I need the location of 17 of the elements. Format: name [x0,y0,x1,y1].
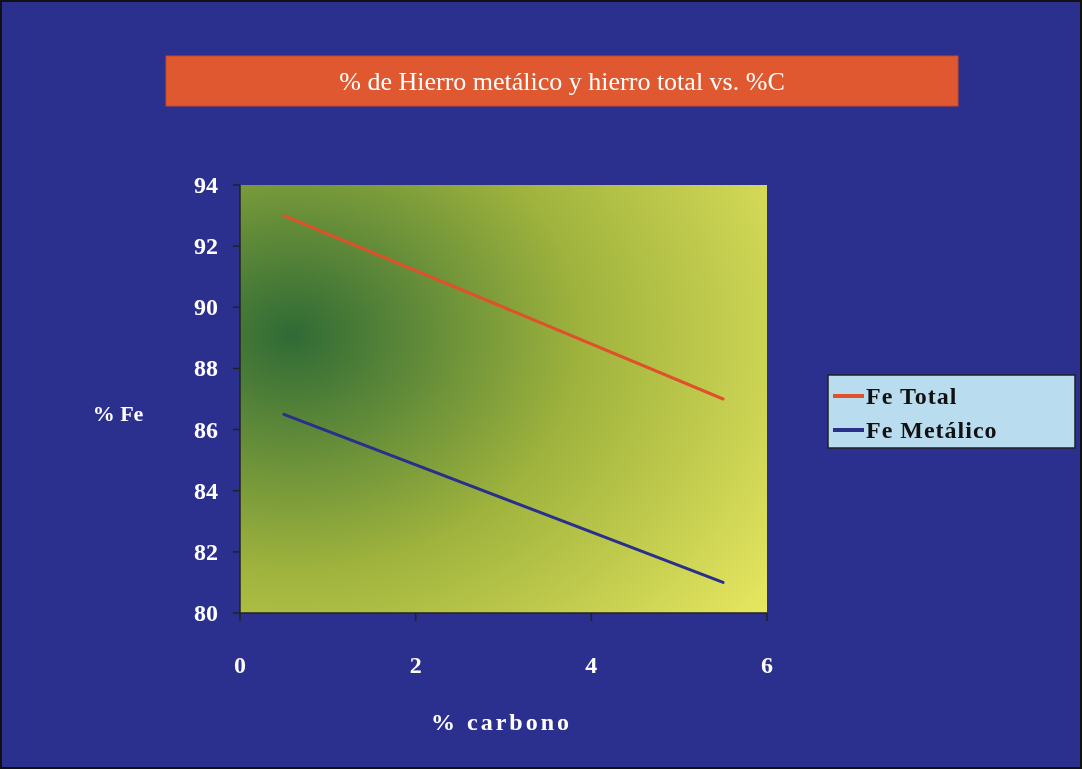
legend-label: Fe Total [866,383,958,409]
y-tick-label: 82 [194,538,218,565]
y-tick-label: 92 [194,233,218,260]
y-axis-title: % Fe [92,401,144,426]
x-tick-label: 0 [234,652,246,678]
chart-title: % de Hierro metálico y hierro total vs. %C [339,67,785,96]
y-tick-label: 94 [194,172,218,198]
y-tick-label: 80 [194,600,218,626]
x-tick-label: 2 [409,652,422,678]
x-tick-label: 6 [761,652,773,678]
y-tick-label: 86 [194,416,218,443]
y-tick-label: 84 [194,477,218,504]
x-axis-title: % carbono [431,709,572,735]
legend-label: Fe Metálico [866,417,998,443]
y-tick-label: 88 [194,355,218,382]
x-tick-label: 4 [585,652,598,678]
y-tick-label: 90 [194,294,218,321]
